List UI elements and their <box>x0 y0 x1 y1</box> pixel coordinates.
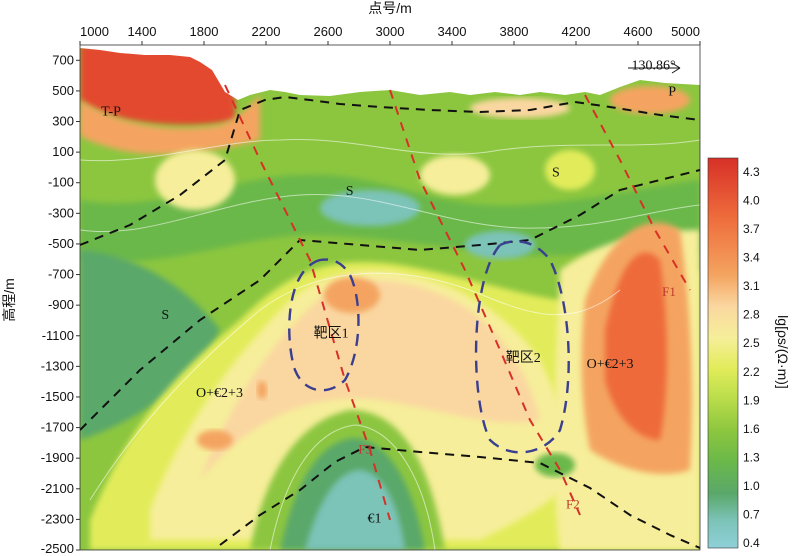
colorbar-tick-label: 4.0 <box>743 194 760 208</box>
x-tick-label: 5000 <box>671 24 700 39</box>
target-zone-1-outline <box>288 258 360 392</box>
x-tick-label: 1000 <box>80 24 109 39</box>
y-tick-label: -700 <box>48 267 74 282</box>
colorbar-tick-label: 1.3 <box>743 450 760 464</box>
y-tick-label: -2500 <box>41 541 74 556</box>
field-pale-top-mid <box>470 98 570 118</box>
annotation-label: S <box>161 308 169 323</box>
y-tick-label: -900 <box>48 297 74 312</box>
annotation-label: 靶区2 <box>506 350 541 366</box>
y-tick-label: -300 <box>48 205 74 220</box>
colorbar-gradient <box>707 157 739 549</box>
x-axis-ticks: 1000 1400 1800 2200 2600 3000 3400 3800 4200 4600… <box>79 24 701 45</box>
direction-arrow <box>628 62 681 74</box>
target-zone-2-outline <box>474 240 570 454</box>
annotation-label: O+€2+3 <box>196 386 243 401</box>
x-tick-label: 1400 <box>128 24 157 39</box>
colorbar-tick-label: 4.3 <box>743 165 760 179</box>
x-tick-label: 3400 <box>438 24 467 39</box>
field-green-bottom-right <box>535 453 575 477</box>
field-orange-top-right <box>610 86 690 114</box>
field-yellow-pocket-3 <box>545 150 595 190</box>
colorbar-ticks: 4.3 4.0 3.7 3.4 3.1 2.8 2.5 2.2 1.9 1.6 1.3 1.0 0.7 0… <box>743 165 760 550</box>
annotation-label: O+€2+3 <box>587 357 634 372</box>
fault-line-f1 <box>584 94 691 291</box>
field-pale-core <box>200 280 540 480</box>
y-tick-label: -1900 <box>41 450 74 465</box>
y-tick-label: 100 <box>52 144 74 159</box>
colorbar-tick-label: 2.5 <box>743 336 760 350</box>
field-right-red <box>605 252 667 440</box>
colorbar-tick-label: 3.1 <box>743 279 760 293</box>
y-tick-label: 500 <box>52 83 74 98</box>
colorbar-tick-label: 0.7 <box>743 507 760 521</box>
annotation-label: 130.86° <box>631 58 675 73</box>
field-yellow-pocket-2 <box>420 155 490 195</box>
y-tick-label: -100 <box>48 175 74 190</box>
field-cyan-pocket-s <box>320 190 420 226</box>
field-cyan-dome <box>305 470 405 550</box>
colorbar-tick-label: 1.9 <box>743 393 760 407</box>
y-tick-label: -1500 <box>41 389 74 404</box>
resistivity-field <box>80 45 700 550</box>
annotation-label: F1 <box>662 284 676 299</box>
colorbar-tick-label: 3.7 <box>743 222 760 236</box>
annotation-label: F3 <box>358 442 372 457</box>
annotation-label: F2 <box>566 497 580 512</box>
annotation-label: T-P <box>101 104 121 119</box>
annotation-layer: T-P P S S S 靶区1 靶区2 O+€2+3 O+€2+3 €1 F1 F2 F3 130.86° <box>101 58 676 526</box>
boundary-line-upper <box>80 95 700 246</box>
field-yellow-pocket-1 <box>155 150 235 210</box>
colorbar: 4.3 4.0 3.7 3.4 3.1 2.8 2.5 2.2 1.9 1.6 1.3 1.0 0.7 0… <box>707 157 791 550</box>
boundary-line-lower <box>219 445 700 549</box>
annotation-label: S <box>552 166 560 181</box>
annotation-label: S <box>346 184 354 199</box>
field-dark-green-left <box>80 250 220 440</box>
y-axis-title: 高程/m <box>1 278 17 322</box>
topography-mask <box>80 45 700 100</box>
field-orange-small-2 <box>257 381 267 399</box>
field-red-top-left <box>80 45 235 125</box>
annotation-label: €1 <box>368 511 382 526</box>
field-orange-top-left <box>80 95 260 155</box>
x-tick-label: 3800 <box>500 24 529 39</box>
colorbar-tick-label: 3.4 <box>743 251 760 265</box>
colorbar-tick-label: 1.0 <box>743 479 760 493</box>
colorbar-tick-label: 2.8 <box>743 308 760 322</box>
field-orange-small-1 <box>197 430 233 450</box>
y-tick-label: 700 <box>52 52 74 67</box>
x-tick-label: 4600 <box>624 24 653 39</box>
colorbar-label: lg[ρs/(Ω·m)] <box>775 315 791 389</box>
y-tick-label: -1300 <box>41 358 74 373</box>
y-tick-label: -2100 <box>41 481 74 496</box>
annotation-label: P <box>668 85 676 100</box>
x-tick-label: 4200 <box>562 24 591 39</box>
interpretation-lines <box>80 84 700 549</box>
y-tick-label: 300 <box>52 114 74 129</box>
y-tick-label: -2300 <box>41 511 74 526</box>
y-tick-label: -500 <box>48 236 74 251</box>
colorbar-tick-label: 1.6 <box>743 422 760 436</box>
fault-line-f3 <box>224 84 391 521</box>
field-orange-inner <box>324 277 380 313</box>
x-tick-label: 2600 <box>314 24 343 39</box>
y-axis-ticks: 700 500 300 100 -100 -300 -500 -700 -900 -1100 -13… <box>41 52 80 556</box>
y-tick-label: -1700 <box>41 420 74 435</box>
x-tick-label: 1800 <box>190 24 219 39</box>
contour-lines <box>80 138 700 550</box>
y-tick-label: -1100 <box>42 328 74 343</box>
boundary-line-mid <box>80 169 700 431</box>
x-axis-title: 点号/m <box>368 0 412 16</box>
x-tick-label: 3000 <box>376 24 405 39</box>
colorbar-tick-label: 2.2 <box>743 365 760 379</box>
x-tick-label: 2200 <box>252 24 281 39</box>
colorbar-tick-label: 0.4 <box>743 536 760 550</box>
annotation-label: 靶区1 <box>314 325 349 341</box>
